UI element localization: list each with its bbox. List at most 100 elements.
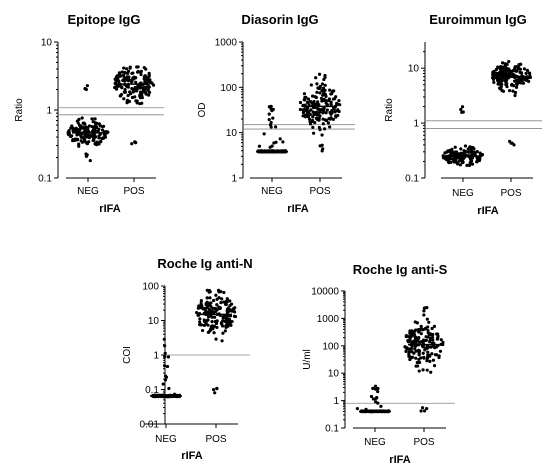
x-axis-label: rIFA xyxy=(287,203,308,215)
y-tick-label: 10 xyxy=(328,369,340,380)
data-point xyxy=(407,350,411,354)
y-tick-label: 100 xyxy=(322,341,339,352)
data-point xyxy=(318,114,322,118)
data-point xyxy=(505,85,509,89)
data-point xyxy=(325,108,329,112)
x-tick-label: NEG xyxy=(77,186,99,197)
data-point xyxy=(519,62,523,66)
data-point xyxy=(326,121,330,125)
data-point xyxy=(315,90,319,94)
data-point xyxy=(138,70,143,74)
data-point xyxy=(467,150,471,154)
data-point xyxy=(470,162,475,166)
x-tick-label: POS xyxy=(413,437,434,448)
data-point xyxy=(205,296,209,300)
data-point xyxy=(78,128,82,132)
data-point xyxy=(321,122,325,126)
data-point xyxy=(426,328,430,333)
data-point xyxy=(304,109,308,113)
data-point xyxy=(120,70,124,74)
data-point xyxy=(306,97,311,101)
data-point xyxy=(450,147,454,151)
data-point xyxy=(524,78,528,82)
data-point xyxy=(97,127,101,131)
data-point xyxy=(513,65,517,69)
data-point xyxy=(376,386,380,391)
data-point xyxy=(143,90,147,94)
data-point xyxy=(408,337,412,341)
data-point xyxy=(94,143,99,147)
data-point xyxy=(130,142,134,146)
data-point xyxy=(504,79,508,83)
data-point xyxy=(475,156,479,160)
x-tick-label: POS xyxy=(123,186,144,197)
data-point xyxy=(417,369,421,373)
data-point xyxy=(475,160,479,164)
data-point xyxy=(114,87,119,91)
data-point xyxy=(223,329,227,333)
data-point xyxy=(122,97,126,101)
x-tick-label: NEG xyxy=(452,188,474,199)
data-point xyxy=(163,374,168,378)
data-point xyxy=(475,149,479,154)
data-point xyxy=(85,129,89,133)
data-point xyxy=(77,117,81,121)
data-point xyxy=(302,98,306,102)
x-axis-label: rIFA xyxy=(389,454,410,466)
data-point xyxy=(317,86,321,91)
data-point xyxy=(431,358,436,362)
data-point xyxy=(302,92,307,96)
data-point xyxy=(70,126,75,130)
data-point xyxy=(278,137,282,141)
data-point xyxy=(522,67,527,71)
data-point xyxy=(420,406,425,410)
data-point xyxy=(432,324,437,328)
data-point xyxy=(91,120,95,124)
data-point xyxy=(135,70,140,74)
y-tick-label: 1 xyxy=(413,119,419,130)
data-point xyxy=(404,349,408,353)
data-point xyxy=(323,73,327,78)
data-point xyxy=(274,125,278,129)
data-point xyxy=(220,297,224,301)
data-point xyxy=(512,143,516,147)
data-point xyxy=(227,323,231,327)
data-point xyxy=(90,135,95,139)
data-point xyxy=(408,331,412,335)
y-tick-label: 100 xyxy=(142,282,159,293)
data-point xyxy=(328,125,332,129)
chart-title: Euroimmun IgG xyxy=(429,12,527,27)
data-point xyxy=(233,310,237,314)
data-point xyxy=(499,64,503,69)
data-point xyxy=(369,394,374,399)
data-point xyxy=(406,340,411,344)
data-point xyxy=(408,347,412,351)
data-point xyxy=(212,331,216,335)
data-point xyxy=(214,321,219,326)
data-point xyxy=(320,82,325,86)
data-point xyxy=(149,81,153,85)
data-point xyxy=(198,317,202,321)
data-point xyxy=(323,92,327,96)
y-tick-label: 0.01 xyxy=(140,420,160,431)
data-point xyxy=(507,59,511,64)
data-point xyxy=(461,110,465,114)
data-point xyxy=(317,116,321,120)
data-point xyxy=(419,409,423,413)
data-point xyxy=(123,90,127,94)
data-point xyxy=(422,313,426,317)
data-point xyxy=(513,90,518,95)
data-point xyxy=(432,364,437,368)
data-point xyxy=(422,356,426,360)
data-point xyxy=(215,297,219,301)
data-point xyxy=(79,124,83,128)
data-point xyxy=(226,306,230,310)
data-point xyxy=(430,352,434,356)
data-point xyxy=(222,300,226,304)
data-point xyxy=(415,321,419,325)
data-point xyxy=(324,118,329,123)
data-point xyxy=(376,401,380,405)
data-point xyxy=(215,386,219,390)
data-point xyxy=(503,62,507,66)
